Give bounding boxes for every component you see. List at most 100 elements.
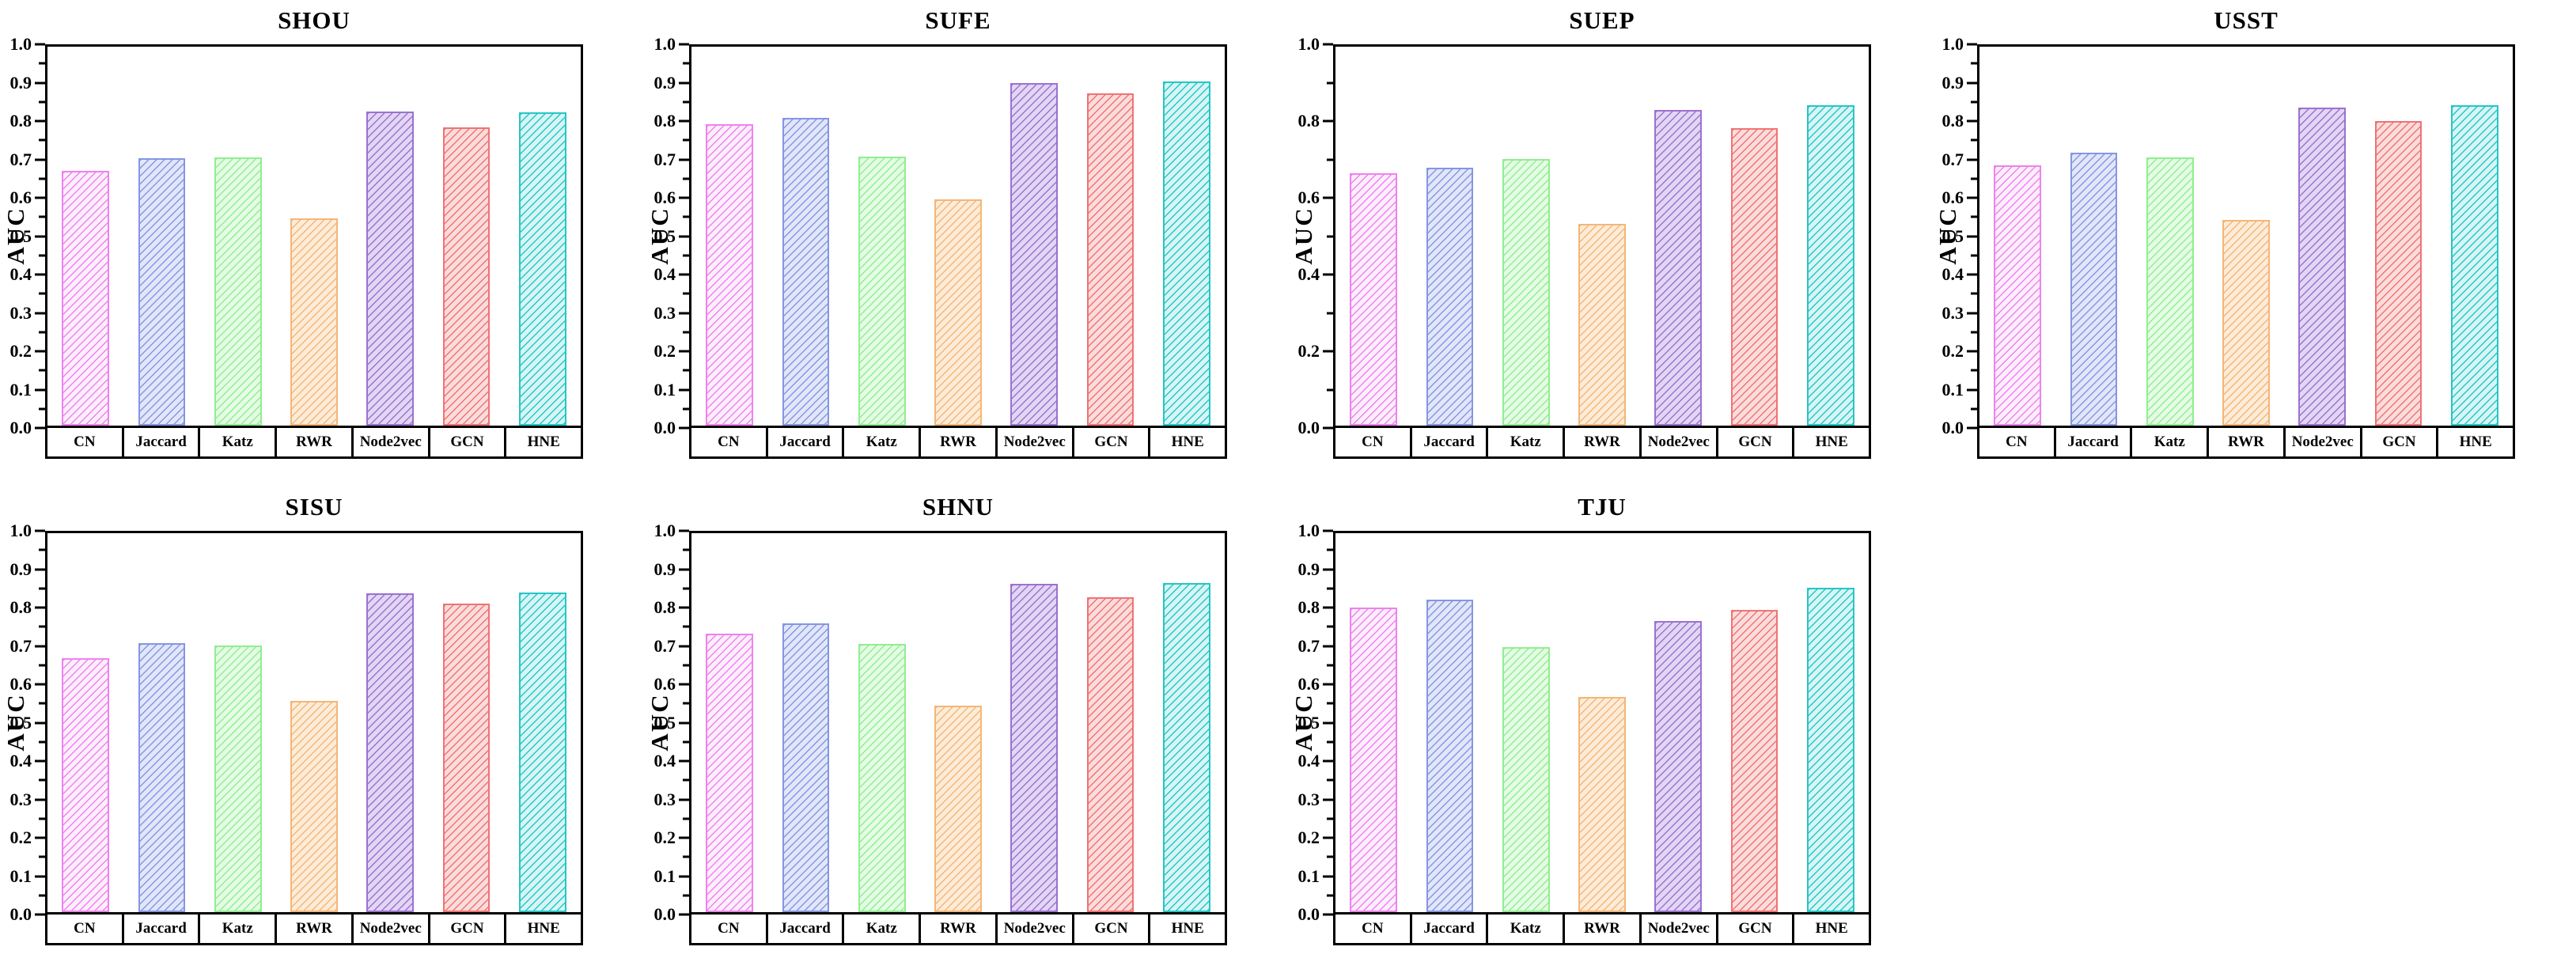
y-tick-label: 0.4: [1297, 264, 1320, 284]
y-major-tick: [679, 196, 689, 199]
bar-gcn: [1086, 93, 1135, 426]
y-major-tick: [679, 312, 689, 314]
y-major-tick: [679, 645, 689, 647]
y-major-tick: [35, 836, 45, 839]
x-category-label: Node2vec: [350, 915, 428, 943]
x-category-label: Jaccard: [2053, 428, 2131, 456]
x-category-label: CN: [1362, 920, 1384, 937]
chart-sufe: SUFE AUC 0.0 0.1 0.2 0.3 0.4 0.5 0.6 0.7 0.8 0.9 1.0…: [644, 0, 1288, 487]
y-tick-label: 0.9: [9, 72, 32, 93]
y-major-tick: [35, 388, 45, 391]
bar-katz: [214, 645, 262, 912]
y-minor-tick: [39, 625, 45, 628]
x-category-row: CN Jaccard Katz RWR Node2vec GCN HNE: [1977, 426, 2515, 459]
x-category-label: Node2vec: [1638, 428, 1716, 456]
bar-hne: [1163, 81, 1210, 426]
x-category-label: CN: [1362, 434, 1384, 450]
bar-jaccard: [1426, 168, 1474, 426]
y-tick-label: 0.3: [653, 789, 676, 809]
y-tick-label: 0.6: [1297, 187, 1320, 207]
y-major-tick: [35, 119, 45, 123]
y-minor-tick: [39, 855, 45, 858]
y-minor-tick: [1971, 331, 1977, 334]
y-major-tick: [679, 759, 689, 763]
x-category-label: Jaccard: [121, 428, 199, 456]
y-major-tick: [679, 683, 689, 686]
y-major-tick: [1323, 645, 1333, 647]
y-tick-label: 0.3: [1941, 302, 1964, 323]
x-category-label: GCN: [1071, 915, 1149, 943]
y-tick-label: 0.0: [9, 418, 32, 437]
y-major-tick: [1967, 426, 1977, 430]
y-minor-tick: [683, 855, 689, 858]
y-major-tick: [1967, 158, 1977, 161]
plot-area: [1333, 531, 1871, 915]
y-major-tick: [1967, 350, 1977, 353]
bar-rwr: [290, 218, 338, 426]
y-tick-label: 0.0: [653, 418, 676, 437]
x-category-label: CN: [718, 920, 740, 937]
y-major-tick: [35, 645, 45, 647]
y-tick-label: 0.2: [9, 827, 32, 847]
chart-suep: SUEP AUC 0.0 0.2 0.4 0.6 0.8 1.0 CN Jaccard Katz RW…: [1288, 0, 1932, 487]
y-major-tick: [35, 798, 45, 801]
y-minor-tick: [1327, 817, 1333, 820]
y-major-tick: [679, 273, 689, 276]
y-major-tick: [35, 606, 45, 609]
x-category-label: RWR: [275, 428, 351, 456]
y-tick-label: 1.0: [9, 521, 32, 540]
y-minor-tick: [1327, 158, 1333, 161]
y-major-tick: [679, 158, 689, 161]
y-tick-label: 0.8: [653, 111, 676, 131]
y-minor-tick: [39, 62, 45, 65]
plot-area: [689, 44, 1227, 428]
y-major-tick: [35, 350, 45, 353]
y-tick-label: 0.4: [653, 264, 676, 284]
y-minor-tick: [1971, 254, 1977, 257]
bar-hne: [519, 593, 566, 912]
x-category-row: CN Jaccard Katz RWR Node2vec GCN HNE: [689, 426, 1227, 459]
y-tick-label: 0.2: [1297, 827, 1320, 847]
bar-cn: [1350, 607, 1397, 912]
y-minor-tick: [39, 138, 45, 142]
bar-gcn: [1086, 596, 1135, 912]
y-major-tick: [679, 721, 689, 724]
x-category-label: Katz: [1486, 428, 1563, 456]
y-major-tick: [35, 43, 45, 46]
y-minor-tick: [1327, 702, 1333, 705]
bar-node2vec: [1010, 83, 1059, 426]
x-category-label: CN: [74, 434, 96, 450]
y-minor-tick: [1971, 407, 1977, 411]
y-tick-label: 0.6: [9, 674, 32, 694]
x-category-row: CN Jaccard Katz RWR Node2vec GCN HNE: [45, 426, 583, 459]
bar-node2vec: [1010, 584, 1059, 912]
bar-cn: [62, 170, 109, 426]
y-tick-label: 0.6: [1941, 187, 1964, 207]
y-tick-label: 1.0: [653, 34, 676, 54]
y-axis: 0.0 0.1 0.2 0.3 0.4 0.5 0.6 0.7 0.8 0.9 1.0: [1288, 522, 1333, 923]
y-major-tick: [679, 350, 689, 353]
y-tick-label: 0.7: [653, 635, 676, 656]
chart-shou: SHOU AUC 0.0 0.1 0.2 0.3 0.4 0.5 0.6 0.7 0.8 0.9 1.0…: [0, 0, 644, 487]
x-category-label: Node2vec: [350, 428, 428, 456]
y-minor-tick: [683, 702, 689, 705]
y-major-tick: [35, 721, 45, 724]
y-tick-label: 0.5: [653, 225, 676, 246]
y-minor-tick: [1327, 855, 1333, 858]
y-minor-tick: [683, 369, 689, 372]
y-tick-label: 0.4: [9, 264, 32, 284]
plot-area: [45, 531, 583, 915]
y-tick-label: 0.3: [1297, 789, 1320, 809]
bar-rwr: [1578, 223, 1626, 426]
y-tick-label: 0.7: [9, 635, 32, 656]
y-minor-tick: [683, 138, 689, 142]
y-tick-label: 0.2: [653, 341, 676, 361]
y-axis: 0.0 0.1 0.2 0.3 0.4 0.5 0.6 0.7 0.8 0.9 1.0: [1932, 36, 1977, 437]
chart-title: SISU: [285, 493, 343, 521]
y-tick-label: 1.0: [1297, 521, 1320, 540]
y-major-tick: [35, 683, 45, 686]
y-major-tick: [1967, 312, 1977, 314]
y-major-tick: [1323, 759, 1333, 763]
y-minor-tick: [1327, 388, 1333, 391]
